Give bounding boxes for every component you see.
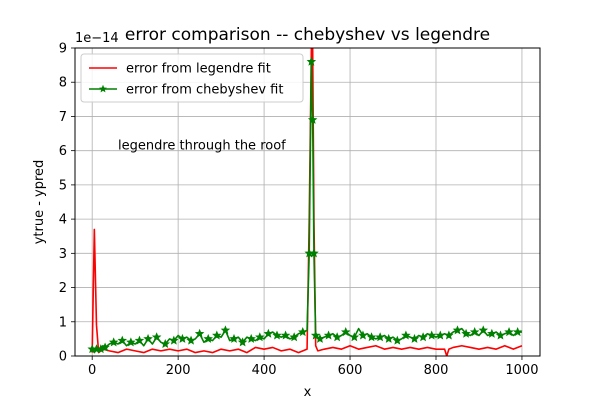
data-point <box>375 332 385 342</box>
data-point <box>169 335 179 345</box>
data-point <box>306 56 317 66</box>
x-tick-label: 0 <box>88 363 96 378</box>
data-point <box>203 333 213 343</box>
y-tick-label: 5 <box>59 178 67 193</box>
series-0 <box>91 48 523 356</box>
data-point <box>444 330 454 340</box>
data-point <box>392 335 403 345</box>
data-point <box>418 332 428 342</box>
annotation-text: legendre through the roof <box>118 139 286 154</box>
data-point <box>487 328 497 338</box>
y-tick-label: 2 <box>59 281 67 296</box>
data-point <box>332 332 342 342</box>
y-tick-label: 7 <box>59 110 67 125</box>
data-point <box>220 325 231 335</box>
data-point <box>298 327 308 337</box>
data-point <box>349 332 360 342</box>
series-layer <box>87 48 523 356</box>
data-point <box>194 328 205 338</box>
data-point <box>461 328 471 338</box>
axes-frame <box>74 47 541 357</box>
data-point <box>160 339 170 349</box>
data-point <box>229 333 239 343</box>
data-point <box>246 333 256 343</box>
series-1 <box>87 56 523 354</box>
data-point <box>100 342 110 352</box>
data-point <box>426 330 437 340</box>
y-tick-label: 8 <box>59 76 67 91</box>
data-point <box>495 330 506 340</box>
x-tick-label: 800 <box>424 363 449 378</box>
y-tick-label: 4 <box>59 213 67 228</box>
data-point <box>478 325 489 335</box>
series-line <box>91 48 523 356</box>
data-point <box>409 333 420 343</box>
data-point <box>177 333 188 343</box>
y-tick-label: 9 <box>59 42 67 57</box>
data-point <box>307 114 318 124</box>
legend-marker <box>99 84 107 93</box>
data-point <box>151 332 162 342</box>
data-point <box>186 335 196 345</box>
legend-entry: error from legendre fit <box>126 62 271 77</box>
x-tick-label: 1000 <box>505 363 538 378</box>
data-point <box>309 248 319 258</box>
legend-entry: error from chebyshev fit <box>126 83 283 98</box>
grid <box>75 47 540 357</box>
data-point <box>263 328 274 338</box>
data-point <box>452 325 463 335</box>
ticks: 0 200 400 600 800 1000 0 1 2 3 4 5 6 7 8 9 <box>59 42 539 379</box>
data-point <box>366 332 377 342</box>
data-point <box>512 327 523 337</box>
legend-box <box>80 53 304 103</box>
data-point <box>358 330 368 340</box>
data-point <box>383 333 394 343</box>
data-point <box>272 330 282 340</box>
x-axis-label: x <box>304 385 312 400</box>
data-point <box>117 335 128 345</box>
data-point <box>143 333 153 343</box>
y-tick-label: 1 <box>59 315 67 330</box>
series-line <box>91 60 522 354</box>
data-point <box>341 327 351 337</box>
data-point <box>280 330 291 340</box>
data-point <box>469 327 480 337</box>
y-axis-label: ytrue - ypred <box>32 160 47 245</box>
data-point <box>401 330 411 340</box>
data-point <box>134 335 145 345</box>
data-point <box>504 327 514 337</box>
chart-title: error comparison -- chebyshev vs legendr… <box>125 25 490 45</box>
x-tick-label: 200 <box>166 363 191 378</box>
y-tick-label: 0 <box>59 350 67 365</box>
y-offset-text: 1e−14 <box>75 31 119 46</box>
data-point <box>212 330 222 340</box>
data-point <box>255 332 265 342</box>
data-point <box>435 330 446 340</box>
data-point <box>289 332 299 342</box>
data-point <box>323 330 334 340</box>
legend: error from legendre fit error from chebys… <box>80 53 304 103</box>
y-tick-label: 3 <box>59 247 67 262</box>
annotations: legendre through the roof <box>118 139 286 154</box>
data-point <box>126 337 136 347</box>
x-tick-label: 400 <box>252 363 277 378</box>
data-point <box>108 337 119 347</box>
x-tick-label: 600 <box>338 363 363 378</box>
y-tick-label: 6 <box>59 144 67 159</box>
data-point <box>315 333 325 343</box>
data-point <box>237 337 248 347</box>
